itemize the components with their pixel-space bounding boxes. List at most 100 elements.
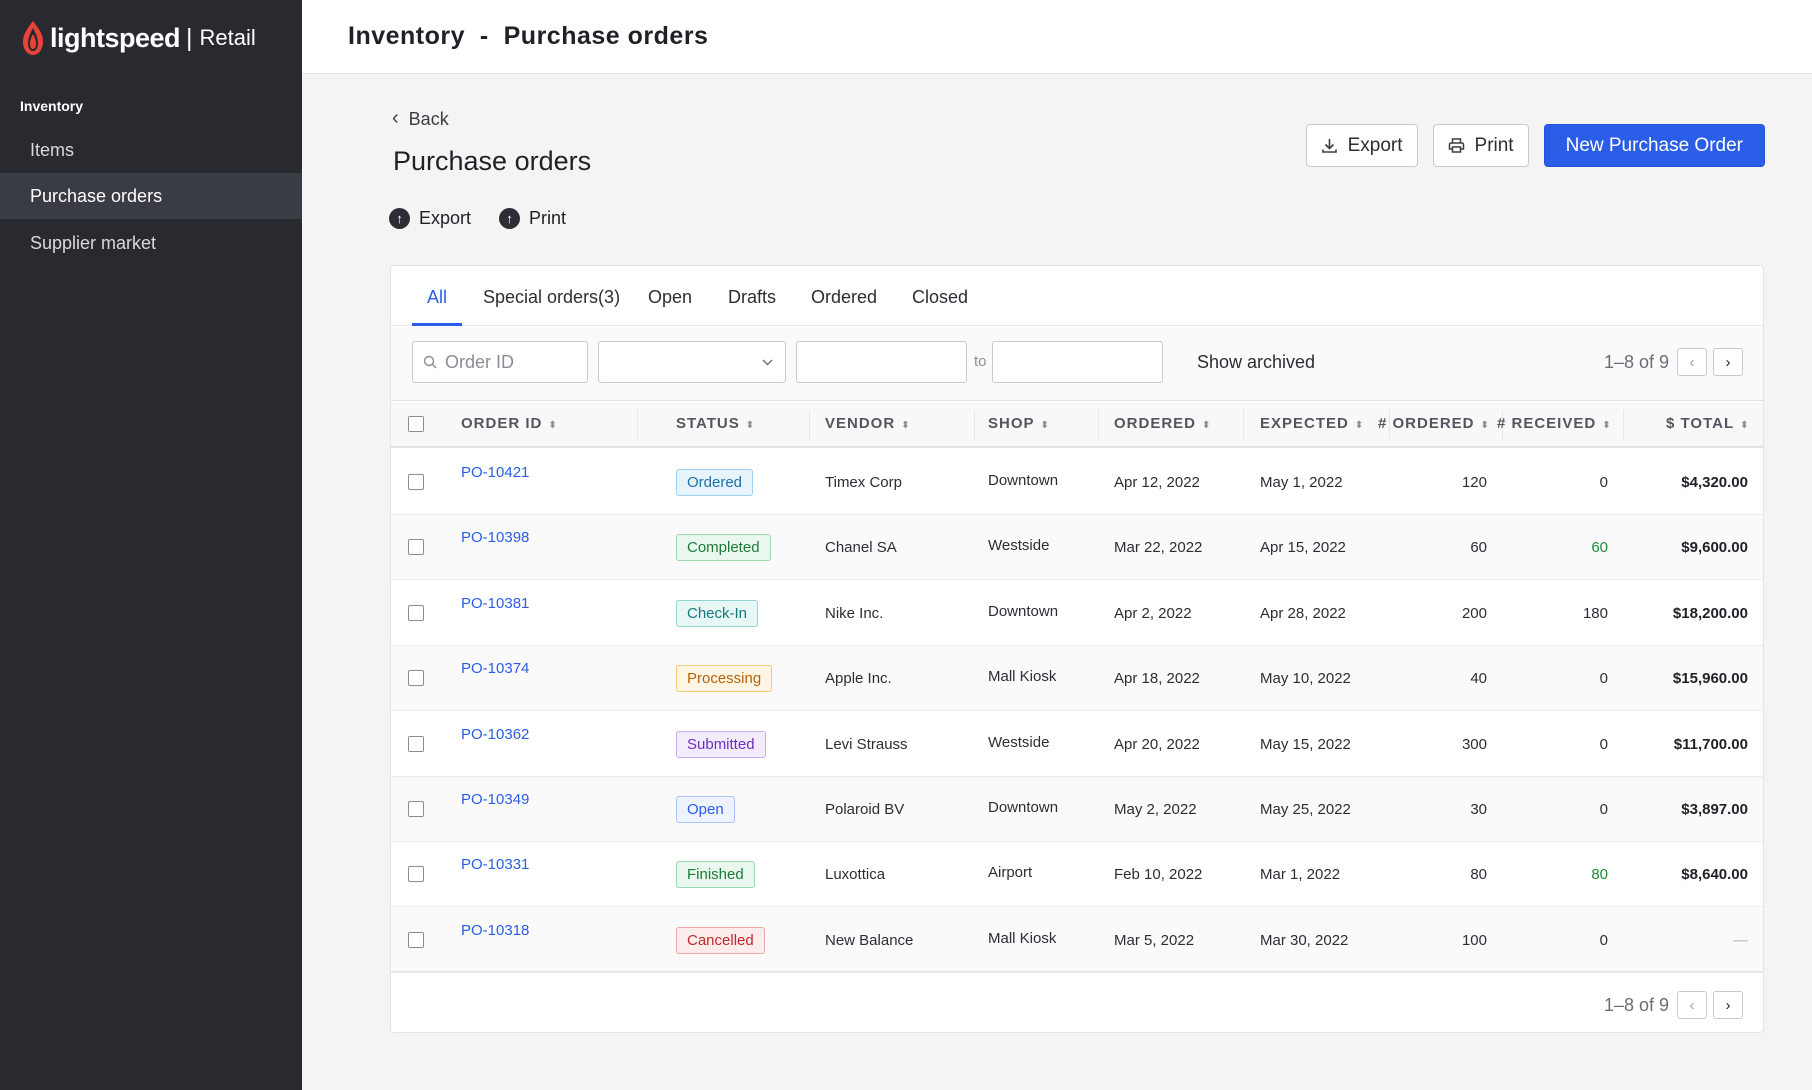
column-header-qty-received[interactable]: # RECEIVED ⬍ [1497, 402, 1611, 446]
table-row[interactable]: PO-10421 Ordered Timex Corp Downtown Apr 12,… [391, 450, 1763, 515]
tab-special-orders[interactable]: Special orders(3) [483, 287, 621, 307]
show-archived-toggle[interactable]: Show archived [1197, 352, 1316, 372]
order-id-link[interactable]: PO-10331 [461, 856, 530, 874]
table-row[interactable]: PO-10349 Open Polaroid BV Downtown May 2, 20… [391, 777, 1763, 842]
total-cell: $18,200.00 [1672, 604, 1748, 622]
print-link-label: Print [529, 208, 567, 228]
ordered-date-cell: Apr 2, 2022 [1114, 604, 1192, 622]
row-checkbox[interactable] [408, 931, 424, 948]
sort-icon: ⬍ [548, 420, 557, 431]
table-row[interactable]: PO-10381 Check-In Nike Inc. Downtown Apr 2, … [391, 581, 1763, 646]
export-button-label: Export [1347, 134, 1403, 156]
vendor-cell: Levi Strauss [825, 735, 908, 753]
sort-icon: ⬍ [1202, 420, 1211, 431]
row-checkbox[interactable] [408, 670, 424, 687]
table-row[interactable]: PO-10398 Completed Chanel SA Westside Mar 22… [391, 515, 1763, 581]
sidebar-item-items[interactable]: Items [30, 140, 75, 160]
status-badge: Finished [676, 861, 755, 889]
date-to-input[interactable] [1003, 351, 1162, 373]
order-id-link[interactable]: PO-10374 [461, 660, 530, 678]
previous-page-button[interactable]: ‹ [1677, 991, 1707, 1019]
row-checkbox[interactable] [408, 539, 424, 556]
order-id-search[interactable] [412, 341, 588, 383]
sort-icon: ⬍ [745, 420, 755, 431]
order-id-link[interactable]: PO-10381 [461, 594, 530, 612]
back-link[interactable]: ‹ Back [392, 107, 449, 131]
qty-ordered-cell: 300 [1461, 735, 1487, 753]
shop-cell: Mall Kiosk [988, 668, 1057, 686]
column-header-expected[interactable]: EXPECTED ⬍ [1260, 402, 1363, 446]
tab-drafts[interactable]: Drafts [728, 287, 777, 307]
print-button[interactable]: Print [1432, 124, 1529, 167]
logo[interactable]: lightspeed | Retail [20, 18, 256, 58]
column-header-order-id[interactable]: ORDER ID ⬍ [461, 402, 557, 446]
ordered-date-cell: Apr 12, 2022 [1114, 474, 1200, 491]
column-header-total[interactable]: $ TOTAL ⬍ [1666, 402, 1749, 446]
qty-ordered-cell: 40 [1470, 670, 1487, 688]
order-id-link[interactable]: PO-10349 [461, 791, 530, 808]
order-id-link[interactable]: PO-10421 [461, 464, 530, 481]
row-checkbox[interactable] [408, 604, 424, 621]
export-link[interactable]: ↑ Export [389, 208, 471, 229]
order-id-link[interactable]: PO-10318 [461, 921, 530, 939]
qty-received-cell: 0 [1599, 670, 1608, 688]
back-label: Back [408, 109, 449, 129]
status-badge: Submitted [676, 730, 766, 758]
row-checkbox[interactable] [408, 801, 424, 817]
sort-icon: ⬍ [901, 420, 910, 431]
column-header-shop[interactable]: SHOP ⬍ [988, 402, 1049, 446]
next-page-button[interactable]: › [1713, 348, 1743, 376]
order-id-link[interactable]: PO-10362 [461, 725, 530, 743]
date-from-field[interactable] [796, 341, 967, 383]
tab-open[interactable]: Open [648, 287, 693, 307]
order-id-input[interactable] [445, 351, 587, 373]
column-label: STATUS [676, 415, 740, 432]
print-icon: ↑ [499, 208, 521, 229]
sort-icon: ⬍ [1740, 420, 1749, 431]
next-page-button[interactable]: › [1713, 991, 1743, 1019]
column-header-ordered[interactable]: ORDERED ⬍ [1114, 402, 1210, 446]
column-header-qty-ordered[interactable]: # ORDERED ⬍ [1378, 402, 1489, 446]
tab-all[interactable]: All [412, 266, 463, 326]
print-link[interactable]: ↑ Print [499, 208, 566, 229]
table-row[interactable]: PO-10331 Finished Luxottica Airport Feb 10, … [391, 842, 1763, 908]
filter-bar: to Show archived 1–8 of 9 ‹ › [391, 327, 1763, 401]
shop-cell: Mall Kiosk [988, 929, 1057, 947]
sidebar: lightspeed | Retail Inventory Items Purc… [0, 0, 302, 1090]
export-icon: ↑ [389, 208, 410, 229]
column-divider [637, 410, 638, 440]
row-checkbox[interactable] [408, 474, 424, 490]
status-badge: Check-In [676, 599, 759, 627]
row-checkbox[interactable] [408, 735, 424, 752]
column-label: EXPECTED [1260, 415, 1349, 432]
pagination-top: 1–8 of 9 ‹ › [1604, 348, 1743, 376]
total-cell: $11,700.00 [1673, 735, 1748, 753]
order-id-link[interactable]: PO-10398 [461, 529, 530, 547]
sidebar-item-purchase-orders[interactable]: Purchase orders [0, 173, 302, 219]
print-button-label: Print [1474, 134, 1514, 156]
expected-date-cell: Apr 28, 2022 [1260, 604, 1346, 622]
new-purchase-order-button[interactable]: New Purchase Order [1543, 124, 1765, 167]
expected-date-cell: Apr 15, 2022 [1260, 539, 1346, 557]
tab-closed[interactable]: Closed [912, 287, 969, 307]
pagination-bottom: 1–8 of 9 ‹ › [1604, 991, 1743, 1019]
column-header-status[interactable]: STATUS ⬍ [676, 402, 754, 446]
status-select[interactable] [598, 341, 786, 383]
select-all-checkbox[interactable] [408, 416, 424, 432]
sidebar-item-supplier-market[interactable]: Supplier market [30, 233, 157, 253]
date-to-field[interactable] [992, 341, 1163, 383]
total-cell: $3,897.00 [1681, 801, 1748, 818]
column-header-vendor[interactable]: VENDOR ⬍ [825, 402, 910, 446]
table-row[interactable]: PO-10318 Cancelled New Balance Mall Kiosk Ma… [391, 907, 1763, 973]
export-button[interactable]: Export [1305, 124, 1418, 167]
date-from-input[interactable] [807, 351, 966, 373]
date-range-to-label: to [974, 353, 987, 370]
previous-page-button[interactable]: ‹ [1677, 348, 1707, 376]
row-checkbox[interactable] [408, 866, 424, 883]
column-label: # RECEIVED [1497, 415, 1597, 432]
table-row[interactable]: PO-10374 Processing Apple Inc. Mall Kiosk Ap… [391, 646, 1763, 712]
tab-ordered[interactable]: Ordered [811, 287, 878, 307]
table-row[interactable]: PO-10362 Submitted Levi Strauss Westside Apr… [391, 712, 1763, 777]
page-sub-actions: ↑ Export ↑ Print [389, 208, 566, 229]
shop-cell: Westside [988, 733, 1050, 751]
